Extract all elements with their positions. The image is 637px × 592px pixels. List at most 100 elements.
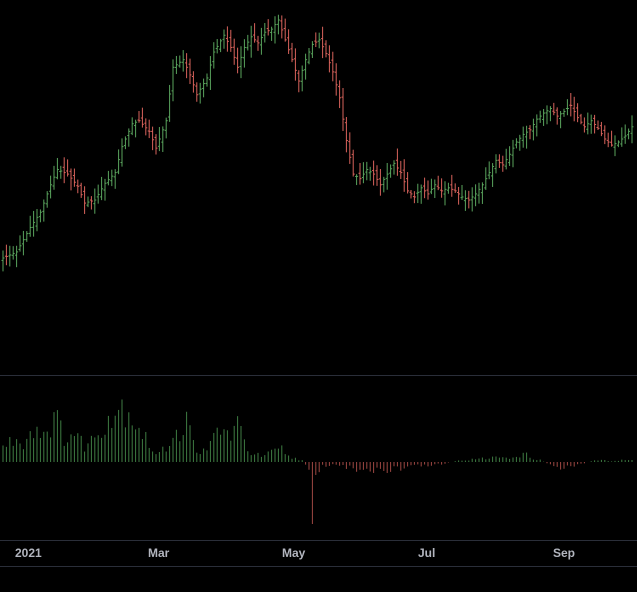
price-bar — [569, 93, 573, 117]
price-bar — [283, 18, 287, 42]
price-bar — [270, 26, 274, 41]
price-bar — [8, 245, 12, 267]
price-bar — [436, 175, 440, 191]
price-bar — [351, 149, 355, 177]
price-bar — [49, 175, 53, 199]
price-bar — [545, 105, 549, 125]
price-bar — [28, 215, 32, 237]
price-bar — [538, 110, 542, 123]
price-bar — [134, 119, 138, 138]
price-bar — [96, 184, 100, 204]
price-bar — [181, 50, 185, 72]
price-bar — [110, 169, 114, 187]
price-bar — [355, 174, 359, 186]
price-bar — [610, 130, 614, 147]
price-bar — [157, 127, 161, 152]
price-bar — [474, 184, 478, 207]
price-bar — [232, 38, 236, 65]
price-bar — [358, 162, 362, 185]
price-bar — [11, 246, 15, 260]
price-bar — [419, 184, 423, 204]
price-bar — [69, 168, 73, 191]
price-bar — [314, 32, 318, 48]
price-bar — [59, 165, 63, 179]
price-bar — [463, 190, 467, 211]
price-bar — [18, 235, 22, 252]
price-bar — [253, 23, 257, 43]
price-bar — [66, 159, 70, 177]
price-bar — [627, 128, 631, 140]
price-bar — [195, 82, 199, 102]
price-bar — [117, 149, 121, 175]
price-bar — [467, 190, 471, 209]
price-bar — [276, 14, 280, 35]
price-bar — [586, 112, 590, 135]
price-bar — [45, 191, 49, 208]
price-bar — [582, 117, 586, 133]
price-bars-pane[interactable] — [1, 14, 634, 272]
price-bar — [341, 87, 345, 131]
price-bar — [140, 107, 144, 128]
price-bar — [402, 159, 406, 192]
price-bar — [385, 162, 389, 190]
price-bar — [491, 163, 495, 187]
price-bar — [443, 181, 447, 206]
price-bar — [338, 80, 342, 109]
price-bar — [93, 188, 97, 214]
time-tick-label: Sep — [553, 546, 575, 560]
price-bar — [86, 196, 90, 208]
price-bar — [259, 27, 263, 55]
price-bar — [460, 184, 464, 200]
price-bar — [331, 51, 335, 82]
price-bar — [171, 59, 175, 102]
price-bar — [457, 186, 461, 205]
price-bar — [603, 125, 607, 145]
price-bar — [559, 110, 563, 129]
price-bar — [256, 35, 260, 51]
price-bar — [174, 55, 178, 75]
price-bar — [137, 111, 141, 123]
price-bar — [593, 114, 597, 134]
price-bar — [208, 56, 212, 90]
price-bar — [406, 172, 410, 194]
price-bar — [535, 114, 539, 137]
price-bar — [470, 187, 474, 212]
price-bar — [205, 73, 209, 87]
price-bar — [630, 115, 634, 144]
price-bar — [480, 182, 484, 204]
price-bar — [290, 42, 294, 63]
price-bar — [280, 15, 284, 39]
price-bar — [412, 191, 416, 204]
price-bar — [518, 134, 522, 151]
time-axis[interactable]: 2021 Mar May Jul Sep — [15, 546, 575, 560]
price-bar — [249, 25, 253, 58]
price-bar — [147, 119, 151, 139]
histogram-pane[interactable] — [2, 399, 633, 524]
price-bar — [525, 125, 529, 149]
price-bar — [120, 138, 124, 167]
price-bar — [89, 196, 93, 210]
price-bar — [606, 132, 610, 148]
price-bar — [389, 164, 393, 178]
price-bar — [344, 117, 348, 153]
price-bar — [572, 96, 576, 122]
price-bar — [83, 186, 87, 214]
price-bar — [35, 208, 39, 232]
price-bar — [25, 231, 29, 242]
price-bar — [399, 160, 403, 180]
price-bar — [246, 34, 250, 51]
price-bar — [164, 117, 168, 139]
price-bar — [198, 82, 202, 104]
price-bar — [21, 230, 25, 256]
price-bar — [154, 134, 158, 155]
price-bar — [144, 118, 148, 136]
price-bar — [382, 176, 386, 193]
price-bar — [521, 126, 525, 148]
price-bar — [453, 183, 457, 194]
price-bar — [368, 166, 372, 181]
price-bar — [494, 154, 498, 174]
price-bar — [307, 48, 311, 65]
price-bar — [113, 169, 117, 189]
